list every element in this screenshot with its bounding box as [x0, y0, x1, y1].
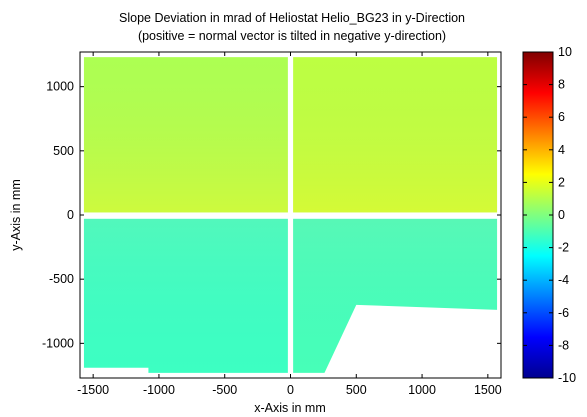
colorbar-tick-label: -6: [558, 306, 569, 320]
y-tick-label: -1000: [42, 336, 74, 350]
x-tick-label: 1500: [474, 383, 502, 397]
colorbar-tick-label: 2: [558, 175, 565, 189]
colorbar-tick-label: 8: [558, 78, 565, 92]
colorbar-tick-label: 0: [558, 208, 565, 222]
missing-data-area: [83, 367, 149, 378]
colorbar-tick-label: 4: [558, 143, 565, 157]
chart-title: Slope Deviation in mrad of Heliostat Hel…: [119, 11, 465, 25]
x-axis-label: x-Axis in mm: [254, 401, 326, 415]
y-tick-label: -500: [49, 272, 74, 286]
chart-subtitle: (positive = normal vector is tilted in n…: [138, 29, 446, 43]
heatmap-region-shading: [83, 218, 288, 373]
colorbar-tick-label: 10: [558, 45, 572, 59]
heatmap-region-shading: [83, 57, 288, 213]
x-tick-label: 1000: [408, 383, 436, 397]
y-tick-label: 0: [67, 208, 74, 222]
x-tick-label: -1000: [143, 383, 175, 397]
colorbar-tick-label: -4: [558, 273, 569, 287]
colorbar: [522, 51, 554, 379]
y-tick-label: 1000: [46, 80, 74, 94]
y-tick-label: 500: [53, 144, 74, 158]
colorbar-tick-label: -10: [558, 371, 576, 385]
colorbar-tick-label: 6: [558, 110, 565, 124]
colorbar-tick-label: -2: [558, 241, 569, 255]
missing-data-area: [322, 304, 501, 378]
x-tick-label: 0: [287, 383, 294, 397]
x-tick-label: 500: [346, 383, 367, 397]
colorbar-tick-label: -8: [558, 338, 569, 352]
y-axis-label: y-Axis in mm: [9, 179, 23, 251]
x-tick-label: -1500: [77, 383, 109, 397]
x-tick-label: -500: [212, 383, 237, 397]
heatmap-region-shading: [293, 57, 498, 213]
